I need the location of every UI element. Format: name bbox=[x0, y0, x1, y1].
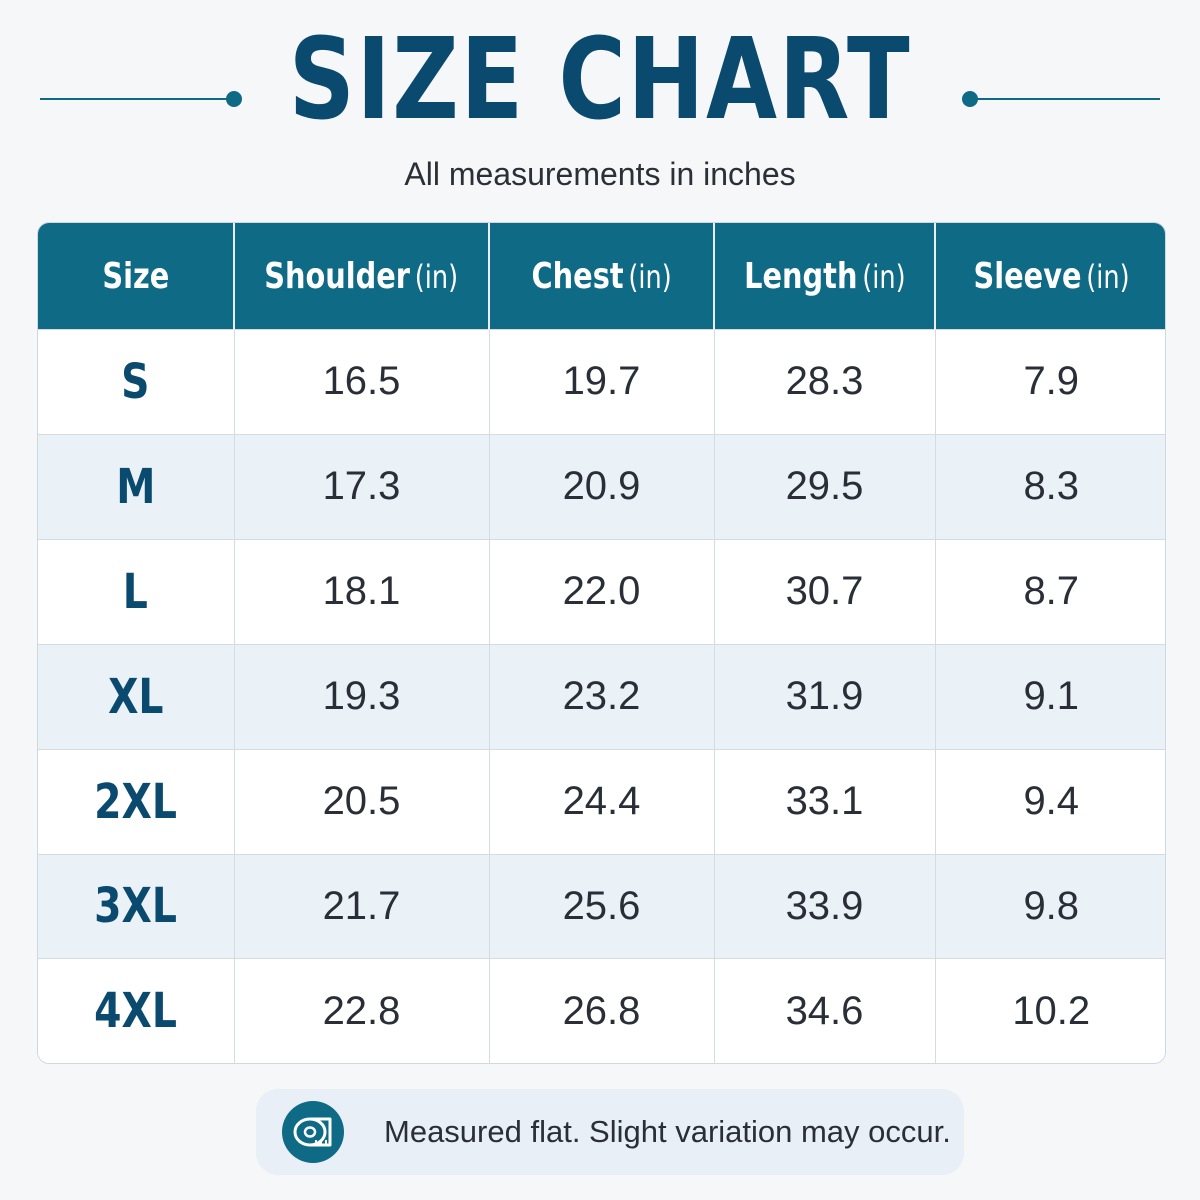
length-value: 28.3 bbox=[714, 329, 936, 435]
table-header-row: Size Shoulder (in) Chest (in) Length (in) S… bbox=[38, 223, 1165, 330]
sleeve-value: 8.7 bbox=[935, 538, 1165, 645]
table-row: XL 19.3 23.2 31.9 9.1 bbox=[38, 643, 1165, 750]
length-value: 30.7 bbox=[714, 538, 936, 645]
table-row: M 17.3 20.9 29.5 8.3 bbox=[38, 433, 1165, 540]
sleeve-value: 9.8 bbox=[935, 853, 1165, 959]
table-row: 4XL 22.8 26.8 34.6 10.2 bbox=[38, 958, 1165, 1063]
measurement-note: Measured flat. Slight variation may occu… bbox=[256, 1089, 964, 1175]
sleeve-value: 9.4 bbox=[935, 748, 1165, 855]
note-text: Measured flat. Slight variation may occu… bbox=[384, 1114, 951, 1149]
sleeve-value: 8.3 bbox=[935, 433, 1165, 540]
measuring-tape-icon bbox=[282, 1101, 344, 1163]
length-value: 34.6 bbox=[714, 958, 936, 1063]
table-row: S 16.5 19.7 28.3 7.9 bbox=[38, 329, 1165, 435]
chest-value: 26.8 bbox=[489, 958, 715, 1063]
table-row: 3XL 21.7 25.6 33.9 9.8 bbox=[38, 853, 1165, 959]
size-table: Size Shoulder (in) Chest (in) Length (in) S… bbox=[38, 223, 1165, 1063]
length-value: 33.1 bbox=[714, 748, 936, 855]
chest-value: 25.6 bbox=[489, 853, 715, 959]
shoulder-value: 20.5 bbox=[234, 748, 490, 855]
chest-value: 24.4 bbox=[489, 748, 715, 855]
size-label: M bbox=[38, 433, 235, 540]
shoulder-value: 16.5 bbox=[234, 329, 490, 435]
size-table-container: Size Shoulder (in) Chest (in) Length (in) S… bbox=[37, 222, 1166, 1064]
sleeve-value: 7.9 bbox=[935, 329, 1165, 435]
shoulder-value: 18.1 bbox=[234, 538, 490, 645]
shoulder-value: 22.8 bbox=[234, 958, 490, 1063]
sleeve-value: 10.2 bbox=[935, 958, 1165, 1063]
decorative-dot-left bbox=[226, 91, 242, 107]
decorative-line-left bbox=[40, 98, 228, 100]
shoulder-value: 17.3 bbox=[234, 433, 490, 540]
size-label: 3XL bbox=[38, 853, 235, 959]
chest-value: 22.0 bbox=[489, 538, 715, 645]
size-label: XL bbox=[38, 643, 235, 750]
column-header-size: Size bbox=[38, 223, 235, 330]
size-label: 4XL bbox=[38, 958, 235, 1063]
shoulder-value: 19.3 bbox=[234, 643, 490, 750]
chest-value: 20.9 bbox=[489, 433, 715, 540]
shoulder-value: 21.7 bbox=[234, 853, 490, 959]
length-value: 31.9 bbox=[714, 643, 936, 750]
chest-value: 23.2 bbox=[489, 643, 715, 750]
size-label: 2XL bbox=[38, 748, 235, 855]
title-row: SIZE CHART bbox=[0, 20, 1200, 140]
column-header-length: Length (in) bbox=[714, 223, 936, 330]
length-value: 33.9 bbox=[714, 853, 936, 959]
column-header-shoulder: Shoulder (in) bbox=[234, 223, 490, 330]
decorative-dot-right bbox=[962, 91, 978, 107]
page-subtitle: All measurements in inches bbox=[404, 156, 796, 192]
chest-value: 19.7 bbox=[489, 329, 715, 435]
size-label: S bbox=[38, 329, 235, 435]
size-label: L bbox=[38, 538, 235, 645]
column-header-sleeve: Sleeve (in) bbox=[935, 223, 1165, 330]
decorative-line-right bbox=[972, 98, 1160, 100]
table-row: L 18.1 22.0 30.7 8.7 bbox=[38, 538, 1165, 645]
table-row: 2XL 20.5 24.4 33.1 9.4 bbox=[38, 748, 1165, 855]
column-header-chest: Chest (in) bbox=[489, 223, 715, 330]
length-value: 29.5 bbox=[714, 433, 936, 540]
page-title: SIZE CHART bbox=[288, 15, 912, 145]
sleeve-value: 9.1 bbox=[935, 643, 1165, 750]
